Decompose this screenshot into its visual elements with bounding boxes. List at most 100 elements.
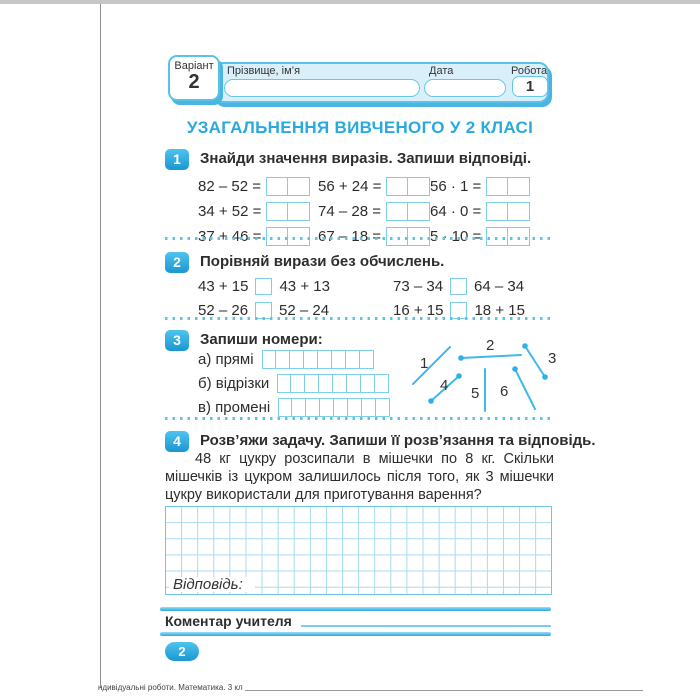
dotted-separator [165, 317, 550, 320]
endpoint-dot [456, 373, 462, 379]
comparison-left: 16 + 15 [393, 301, 444, 319]
expression-item: 64 · 0 = [430, 199, 550, 224]
task3-item: а) прямі [198, 347, 390, 371]
expression-text: 64 · 0 = [430, 203, 482, 220]
endpoint-dot [512, 366, 518, 372]
task4-title: Розв’яжи задачу. Запиши її розв’язання т… [200, 432, 596, 449]
date-input[interactable] [424, 79, 506, 97]
answer-box[interactable] [386, 177, 431, 196]
endpoint-dot [542, 374, 548, 380]
comparison-right: 52 – 24 [279, 301, 330, 319]
scan-top-edge [0, 0, 700, 4]
figure-ray-6 [514, 368, 536, 410]
page-number-badge: 2 [165, 642, 199, 661]
task1-title: Знайди значення виразів. Запиши відповід… [200, 150, 532, 167]
answer-strip[interactable] [261, 349, 374, 369]
task4-number-badge: 4 [165, 431, 189, 452]
expression-item: 34 + 52 = [198, 199, 318, 224]
header-fields: Прізвище, ім’я Дата Робота 1 [212, 62, 549, 103]
teacher-comment-line[interactable] [300, 625, 551, 627]
task2-title: Порівняй вирази без обчислень. [200, 253, 445, 270]
variant-value: 2 [188, 71, 200, 93]
page-left-rule [100, 4, 101, 688]
answer-box[interactable] [385, 202, 430, 221]
variant-box: Варіант 2 [168, 55, 220, 101]
work-field-label: Робота [511, 65, 548, 77]
answer-box[interactable] [385, 227, 430, 246]
comparison-left: 43 + 15 [198, 277, 249, 295]
task2-number-badge: 2 [165, 252, 189, 273]
endpoint-dot [428, 398, 434, 404]
comparison-left: 52 – 26 [198, 301, 249, 319]
answer-strip[interactable] [277, 373, 390, 393]
expression-text: 34 + 52 = [198, 203, 262, 220]
answer-strip[interactable] [278, 397, 391, 417]
answer-box[interactable] [486, 227, 531, 246]
comparison-sign-box[interactable] [450, 301, 468, 319]
figure-ray-2 [460, 354, 522, 359]
figure-segment-3 [524, 345, 546, 378]
solution-grid[interactable]: Відповідь: [165, 506, 552, 595]
comparison-item: 73 – 34 64 – 34 [393, 274, 550, 298]
expression-item: 5 · 10 = [430, 224, 550, 249]
footer-caption: ндивідуальні роботи. Математика. 3 кл [98, 683, 243, 692]
expression-item: 56 + 24 = [318, 174, 431, 199]
comparison-item: 52 – 26 52 – 24 [198, 298, 393, 322]
expression-text: 56 + 24 = [318, 178, 382, 195]
dotted-separator [165, 237, 550, 240]
expression-text: 82 – 52 = [198, 178, 261, 195]
expression-item: 56 · 1 = [430, 174, 550, 199]
task3-item: в) промені [198, 395, 391, 419]
figure-label-5: 5 [471, 385, 479, 402]
work-number-box: 1 [512, 76, 548, 97]
expression-item: 74 – 28 = [318, 199, 430, 224]
endpoint-dot [522, 343, 528, 349]
comparison-right: 64 – 34 [474, 277, 525, 295]
task3-item: б) відрізки [198, 371, 390, 395]
footer-line [244, 690, 643, 691]
answer-box[interactable] [486, 177, 531, 196]
geometry-figure: 1 2 3 4 5 6 [412, 337, 556, 412]
expression-text: 67 – 18 = [318, 228, 381, 245]
date-field-label: Дата [429, 65, 454, 77]
dotted-separator [165, 417, 550, 420]
expression-item: 37 + 46 = [198, 224, 318, 249]
answer-box[interactable] [266, 227, 311, 246]
figure-label-2: 2 [486, 337, 494, 354]
comparison-item: 43 + 15 43 + 13 [198, 274, 393, 298]
name-input[interactable] [224, 79, 420, 97]
figure-segment-4 [430, 375, 460, 402]
variant-label: Варіант [174, 60, 214, 72]
endpoint-dot [458, 355, 464, 361]
footer: ндивідуальні роботи. Математика. 3 кл [98, 683, 643, 692]
divider-bar [160, 632, 551, 636]
teacher-comment-row: Коментар учителя [165, 611, 551, 629]
item-label: а) прямі [198, 350, 254, 368]
figure-line-1 [412, 346, 451, 385]
expression-text: 74 – 28 = [318, 203, 381, 220]
comparison-left: 73 – 34 [393, 277, 444, 295]
task1-number-badge: 1 [165, 149, 189, 170]
expression-text: 56 · 1 = [430, 178, 482, 195]
task3-title: Запиши номери: [200, 331, 323, 348]
answer-box[interactable] [266, 202, 311, 221]
answer-label: Відповідь: [169, 577, 255, 592]
figure-label-6: 6 [500, 383, 508, 400]
answer-box[interactable] [486, 202, 531, 221]
name-field-label: Прізвище, ім’я [227, 65, 301, 77]
teacher-comment-label: Коментар учителя [165, 613, 292, 629]
comparison-sign-box[interactable] [450, 277, 468, 295]
task1-expressions: 82 – 52 = 56 + 24 = 56 · 1 = 34 + 52 = 7… [198, 174, 550, 249]
comparison-sign-box[interactable] [255, 277, 273, 295]
worksheet-header: Варіант 2 Прізвище, ім’я Дата Робота 1 [168, 55, 552, 109]
comparison-sign-box[interactable] [255, 301, 273, 319]
item-label: б) відрізки [198, 374, 270, 392]
figure-label-3: 3 [548, 350, 556, 367]
comparison-right: 18 + 15 [474, 301, 525, 319]
figure-label-1: 1 [420, 355, 428, 372]
task2-comparisons: 43 + 15 43 + 13 73 – 34 64 – 34 52 – 26 52 … [198, 274, 550, 322]
expression-text: 37 + 46 = [198, 228, 261, 245]
expression-text: 5 · 10 = [430, 228, 481, 245]
expression-item: 67 – 18 = [318, 224, 430, 249]
answer-box[interactable] [265, 177, 310, 196]
